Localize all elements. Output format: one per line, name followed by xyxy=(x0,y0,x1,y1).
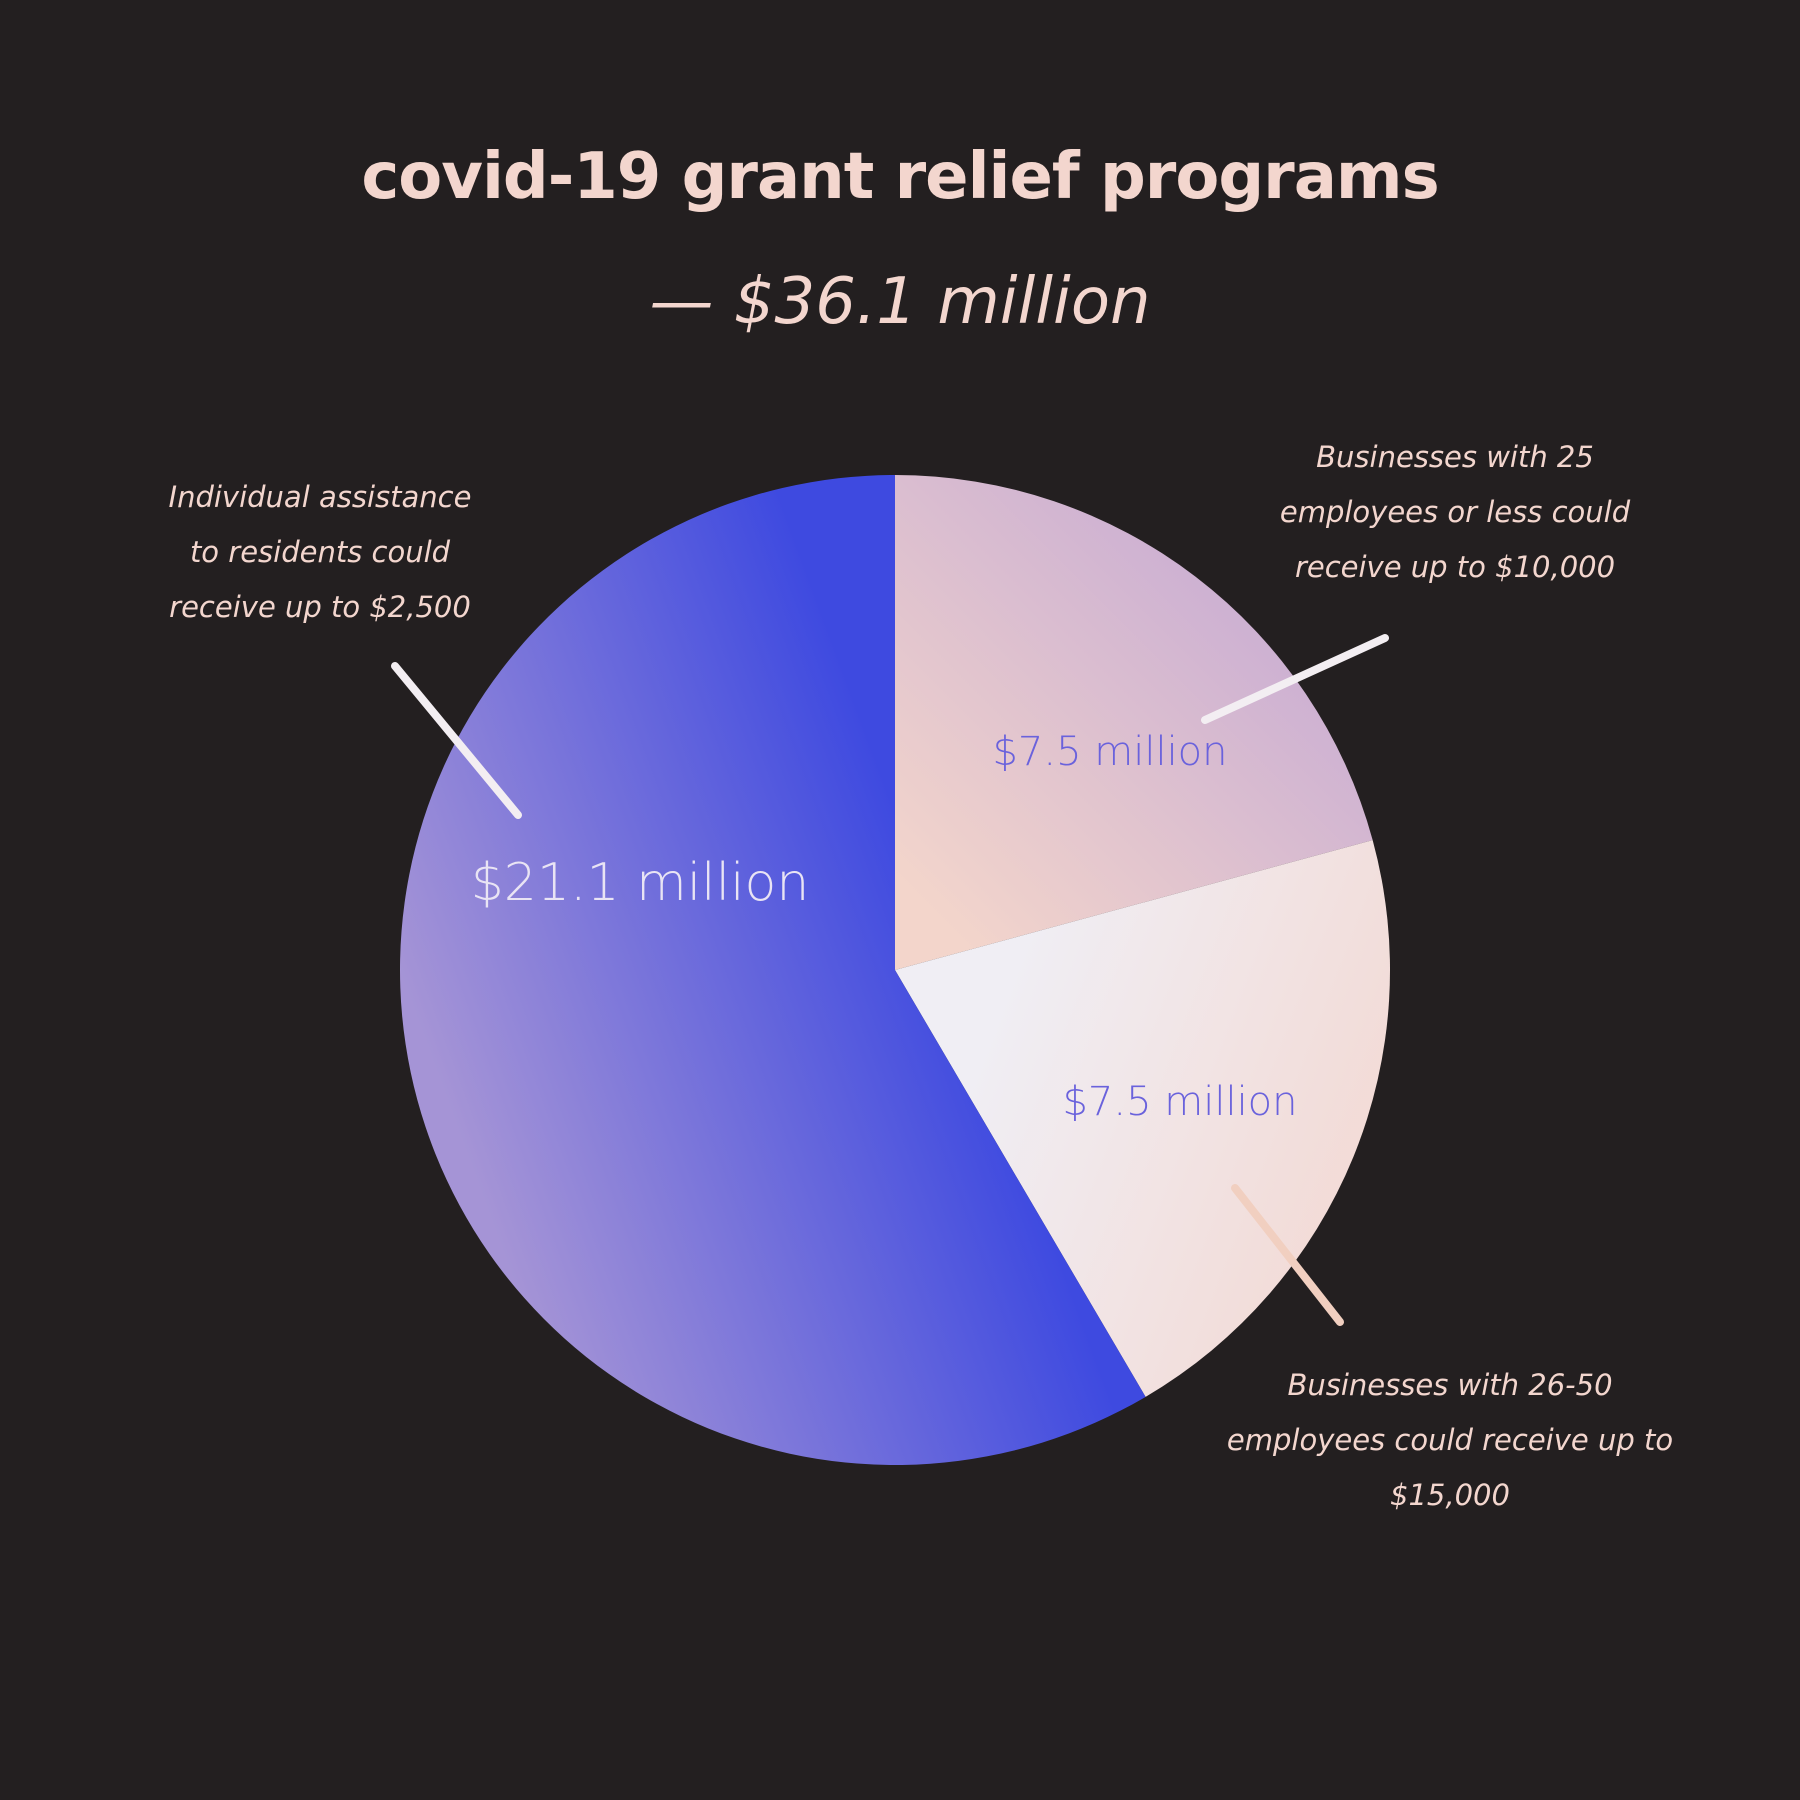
annotation-line: Individual assistance xyxy=(168,480,472,514)
slice-individual xyxy=(400,475,1146,1465)
slice-labels: $7.5 million $7.5 million $21.1 million xyxy=(471,729,1298,1125)
annotation-small-business: Businesses with 25 employees or less cou… xyxy=(1240,430,1670,595)
slice-small-business xyxy=(895,475,1373,970)
slices-layer xyxy=(400,475,1391,1465)
slice-value-label: $21.1 million xyxy=(471,853,810,913)
annotation-individual: Individual assistance to residents could… xyxy=(120,470,520,635)
annotation-line: to residents could xyxy=(189,535,451,569)
chart-subtitle: — $36.1 million xyxy=(649,265,1151,339)
slice-medium-business xyxy=(895,840,1391,1397)
annotation-medium-business: Businesses with 26-50 employees could re… xyxy=(1200,1358,1700,1523)
leader-line xyxy=(1231,1184,1344,1326)
slice-value-label: $7.5 million xyxy=(1062,1079,1297,1125)
annotation-line: employees or less could xyxy=(1279,495,1631,529)
leader-line xyxy=(391,662,522,819)
annotation-line: Businesses with 26-50 xyxy=(1287,1368,1613,1402)
annotation-line: employees could receive up to xyxy=(1226,1423,1674,1457)
annotation-line: Businesses with 25 xyxy=(1316,440,1594,474)
leader-line xyxy=(1201,634,1389,724)
annotation-line: receive up to $10,000 xyxy=(1294,550,1616,584)
annotation-line: receive up to $2,500 xyxy=(169,590,471,624)
leader-lines xyxy=(391,634,1389,1326)
chart-title: covid-19 grant relief programs xyxy=(361,140,1439,214)
slice-value-label: $7.5 million xyxy=(992,729,1227,775)
annotation-line: $15,000 xyxy=(1390,1478,1510,1512)
